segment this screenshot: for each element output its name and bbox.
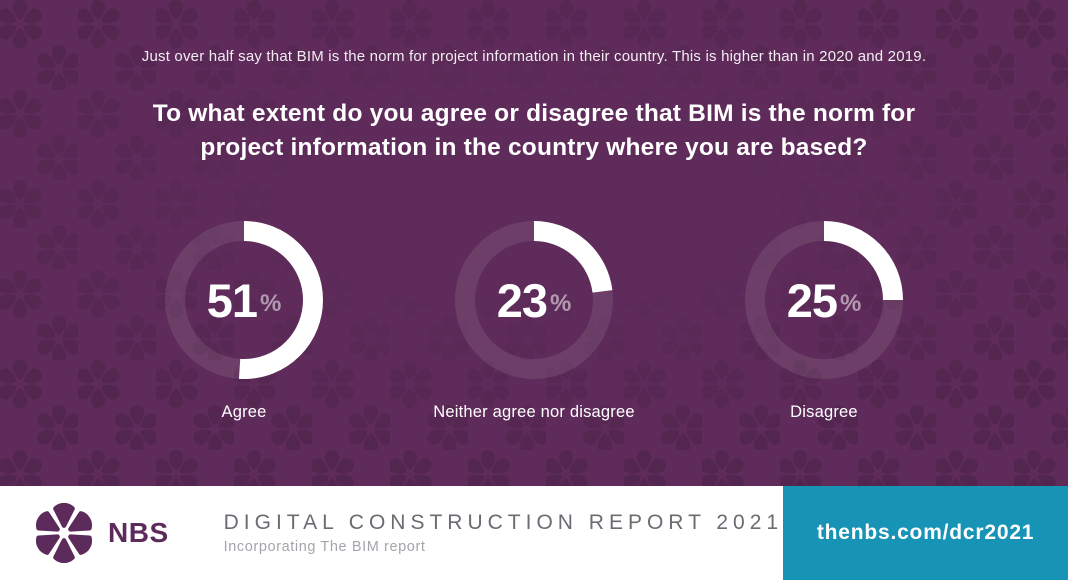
donut-value-disagree: 25% [745,221,903,379]
percent-sign: % [259,290,282,317]
donut-number: 25 [786,273,838,327]
donut-label-disagree: Disagree [790,403,858,421]
footer-bar: NBS DIGITAL CONSTRUCTION REPORT 2021 Inc… [0,486,1068,580]
report-url-text: thenbs.com/dcr2021 [816,521,1035,544]
page-title: To what extent do you agree or disagree … [0,97,1068,165]
report-heading: DIGITAL CONSTRUCTION REPORT 2021 Incorpo… [224,511,783,555]
donut-disagree: 25% Disagree [679,221,969,422]
nbs-brand: NBS [33,502,169,564]
donut-number: 23 [496,273,548,327]
donut-arc [165,221,323,379]
donut-chart-neither [455,221,613,379]
donut-neither: 23% Neither agree nor disagree [389,221,679,422]
page-title-line1: To what extent do you agree or disagree … [152,100,916,127]
percent-sign: % [549,290,572,317]
nbs-logo-icon [35,502,93,564]
donut-value-neither: 23% [455,221,613,379]
donut-label-agree: Agree [221,403,267,421]
donut-chart-disagree [745,221,903,379]
donut-row: 51% Agree 23% Neither agree nor disagree [0,221,1068,422]
pattern-vignette [0,0,1068,486]
percent-sign: % [839,290,862,317]
chart-panel: Just over half say that BIM is the norm … [0,0,1068,486]
report-title: DIGITAL CONSTRUCTION REPORT 2021 [223,511,784,534]
report-subtitle: Incorporating The BIM report [223,539,426,555]
donut-arc [455,221,613,379]
donut-label-neither: Neither agree nor disagree [433,403,635,421]
donut-value-agree: 51% [165,221,323,379]
donut-number: 51 [206,273,258,327]
intro-text: Just over half say that BIM is the norm … [141,48,927,65]
donut-chart-agree [165,221,323,379]
nbs-wordmark: NBS [108,517,169,548]
donut-arc [745,221,903,379]
page-title-line2: project information in the country where… [200,134,868,161]
report-url-link[interactable]: thenbs.com/dcr2021 [783,486,1068,580]
donut-agree: 51% Agree [99,221,389,422]
